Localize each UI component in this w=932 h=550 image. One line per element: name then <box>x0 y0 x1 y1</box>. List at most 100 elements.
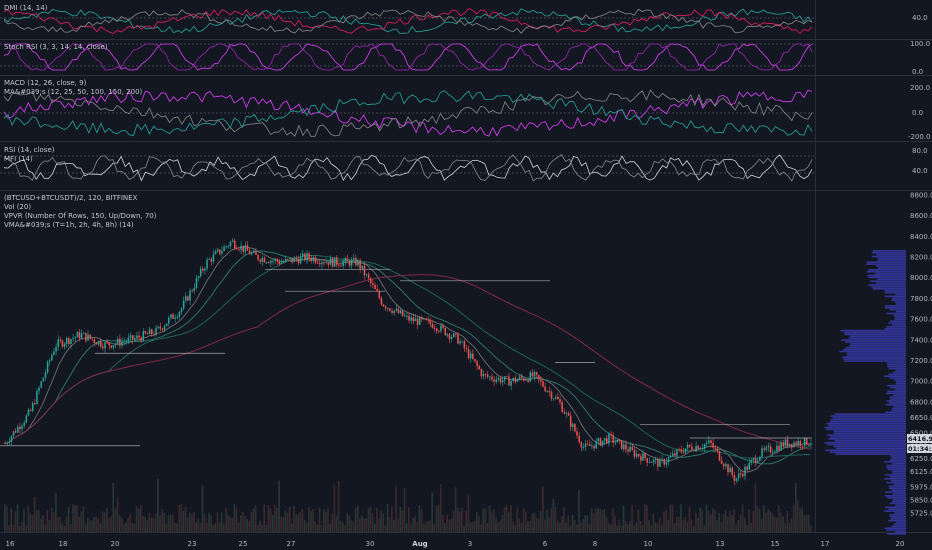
main-symbol-label[interactable]: (BTCUSD+BTCUSDT)/2, 120, BITFINEX <box>4 194 138 202</box>
volume-bar <box>641 525 644 532</box>
candle-body <box>193 287 196 291</box>
vpvr-row <box>895 383 906 385</box>
candle-body <box>469 353 472 359</box>
volume-bar <box>295 513 297 532</box>
candle-body <box>270 260 272 264</box>
candle-body <box>461 341 463 343</box>
volume-bar <box>758 508 761 532</box>
volume-bar <box>584 515 587 532</box>
volume-bar <box>127 518 129 532</box>
candle-body <box>65 338 68 344</box>
volume-bar <box>567 515 570 532</box>
volume-bar <box>6 505 8 532</box>
candle-body <box>282 261 285 263</box>
macd-label[interactable]: MACD (12, 26, close, 9) <box>4 79 87 87</box>
volume-bar <box>80 511 83 532</box>
volume-bar <box>775 517 778 532</box>
volume-bar <box>10 508 13 532</box>
volume-bar <box>244 516 246 532</box>
vpvr-row <box>877 257 906 260</box>
volume-bar <box>284 510 287 532</box>
volume-bar <box>167 514 170 532</box>
stoch-label[interactable]: Stoch RSI (3, 3, 14, 14, close) <box>4 43 108 51</box>
dmi-label[interactable]: DMI (14, 14) <box>4 4 48 12</box>
volume-bar <box>444 523 446 532</box>
vpvr-row <box>895 531 906 533</box>
vpvr-row <box>830 451 906 453</box>
vpvr-row <box>884 510 906 512</box>
vpvr-row <box>886 481 906 484</box>
volume-bar <box>516 507 519 532</box>
candle-body <box>325 261 327 263</box>
volume-bar <box>335 515 338 532</box>
candle-body <box>548 391 551 392</box>
candle-body <box>391 310 393 314</box>
time-tick: 6 <box>543 540 548 548</box>
volume-bar <box>646 505 648 532</box>
candle-body <box>601 440 604 446</box>
vma-label[interactable]: VMA&#039;s (T=1h, 2h, 4h, 8h) (14) <box>4 221 134 229</box>
volume-bar <box>257 525 259 532</box>
volume-bar <box>125 522 127 532</box>
vpvr-row <box>885 411 906 414</box>
rsi-tick: 80.0 <box>912 147 928 155</box>
candle-body <box>563 411 566 414</box>
volume-bar <box>735 524 738 532</box>
volume-bar <box>809 524 812 532</box>
candle-body <box>635 453 638 457</box>
ma-label[interactable]: MA&#039;s (12, 25, 50, 100, 150, 200) <box>4 88 143 96</box>
oscillator-line <box>3 154 813 182</box>
volume-bar <box>395 486 397 532</box>
volume-bar <box>688 506 691 532</box>
volume-bar <box>274 504 276 532</box>
candle-body <box>663 459 665 465</box>
vpvr-row <box>824 426 906 429</box>
candle-body <box>314 257 317 263</box>
candle-body <box>614 442 617 444</box>
mfi-label[interactable]: MFI (14) <box>4 155 33 163</box>
candle-body <box>38 387 40 391</box>
volume-bar <box>414 516 417 532</box>
volume-bar <box>401 510 404 532</box>
candle-body <box>267 262 270 264</box>
candle-body <box>153 333 155 335</box>
vpvr-row <box>848 337 906 339</box>
volume-bar <box>425 522 427 532</box>
volume-bar <box>61 523 64 532</box>
rsi-label[interactable]: RSI (14, close) <box>4 146 55 154</box>
vol-label[interactable]: Vol (20) <box>4 203 31 211</box>
volume-bar <box>103 512 106 532</box>
vpvr-label[interactable]: VPVR (Number Of Rows, 150, Up/Down, 70) <box>4 212 157 220</box>
volume-bar <box>55 493 57 532</box>
candle-body <box>710 440 712 443</box>
vpvr-row <box>895 293 906 296</box>
volume-bar <box>446 514 448 532</box>
volume-bar <box>282 516 285 532</box>
volume-bar <box>216 512 219 532</box>
candle-body <box>733 475 736 481</box>
candle-body <box>529 372 532 382</box>
volume-bar <box>38 509 40 532</box>
volume-bar <box>310 511 312 532</box>
volume-bar <box>484 507 487 532</box>
candle-body <box>102 346 104 349</box>
candle-body <box>731 467 734 476</box>
volume-bar <box>680 504 682 532</box>
volume-bar <box>291 523 293 532</box>
vpvr-row <box>843 358 906 360</box>
vpvr-row <box>884 289 906 292</box>
vpvr-row <box>846 354 906 357</box>
time-axis[interactable]: 16 18 20 23 25 27 30 Aug 3 6 8 10 13 15 17 20 <box>6 540 905 548</box>
candle-body <box>688 444 691 447</box>
candle-body <box>631 446 634 450</box>
volume-bar <box>771 513 774 532</box>
candle-body <box>544 386 546 392</box>
candle-body <box>378 291 381 299</box>
vpvr-row <box>886 529 906 531</box>
candle-body <box>642 453 644 461</box>
volume-bar <box>14 511 17 532</box>
volume-bar <box>571 515 574 532</box>
candle-body <box>74 337 76 339</box>
vpvr-row <box>834 440 906 442</box>
